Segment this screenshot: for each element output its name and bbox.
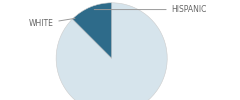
Wedge shape: [72, 3, 112, 58]
Text: HISPANIC: HISPANIC: [94, 5, 207, 14]
Wedge shape: [56, 3, 167, 100]
Text: WHITE: WHITE: [29, 18, 75, 28]
